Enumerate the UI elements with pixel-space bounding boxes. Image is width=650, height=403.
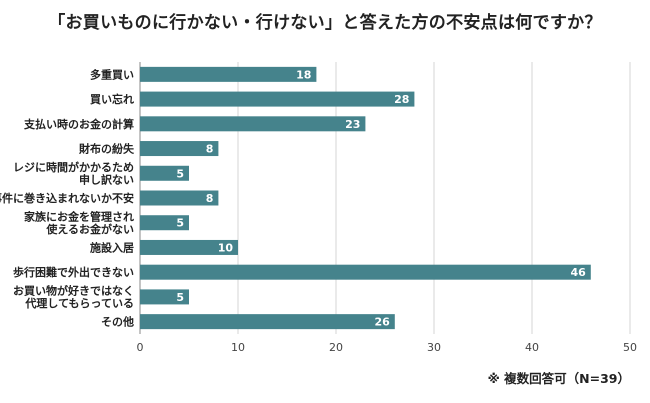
bar-value-label: 8: [206, 192, 214, 205]
category-label: 施設入居: [90, 240, 134, 254]
category-label: 支払い時のお金の計算: [23, 117, 134, 131]
bar-value-label: 28: [394, 93, 409, 106]
category-label: 事件に巻き込まれないか不安: [0, 191, 134, 205]
x-tick-label: 40: [525, 341, 539, 354]
bar: [140, 66, 317, 82]
x-tick-label: 50: [623, 341, 637, 354]
x-tick-label: 10: [231, 341, 245, 354]
bar-value-label: 23: [345, 118, 360, 131]
bar: [140, 190, 219, 206]
bar-value-label: 10: [218, 241, 234, 254]
bar: [140, 165, 189, 181]
x-tick-label: 0: [137, 341, 144, 354]
bar-value-label: 5: [176, 167, 184, 180]
category-label: 歩行困難で外出できない: [13, 265, 134, 279]
bar: [140, 289, 189, 305]
bar: [140, 314, 395, 330]
bar-value-label: 18: [296, 68, 311, 81]
bar-value-label: 8: [206, 143, 214, 156]
bar: [140, 264, 591, 280]
bar: [140, 116, 366, 132]
category-label: レジに時間がかかるため申し訳ない: [13, 160, 134, 187]
category-label: 家族にお金を管理され使えるお金がない: [24, 209, 134, 236]
chart-title: 「お買いものに行かない・行けない」と答えた方の不安点は何ですか？: [48, 13, 602, 33]
category-label: 買い忘れ: [90, 92, 134, 106]
category-label: お買い物が好きではなく代理してもらっている: [13, 284, 134, 311]
bar-value-label: 46: [570, 266, 586, 279]
bar: [140, 91, 415, 107]
x-tick-label: 20: [329, 341, 343, 354]
footnote: ※ 複数回答可（N=39）: [487, 371, 630, 386]
x-tick-label: 30: [427, 341, 441, 354]
category-label: 財布の紛失: [78, 142, 135, 156]
bar-value-label: 5: [176, 291, 184, 304]
category-label: その他: [101, 315, 134, 329]
bar-value-label: 26: [374, 316, 390, 329]
bar: [140, 239, 238, 255]
category-label: 多重買い: [90, 67, 134, 81]
bar: [140, 141, 219, 157]
bar-value-label: 5: [176, 217, 184, 230]
bar: [140, 215, 189, 231]
